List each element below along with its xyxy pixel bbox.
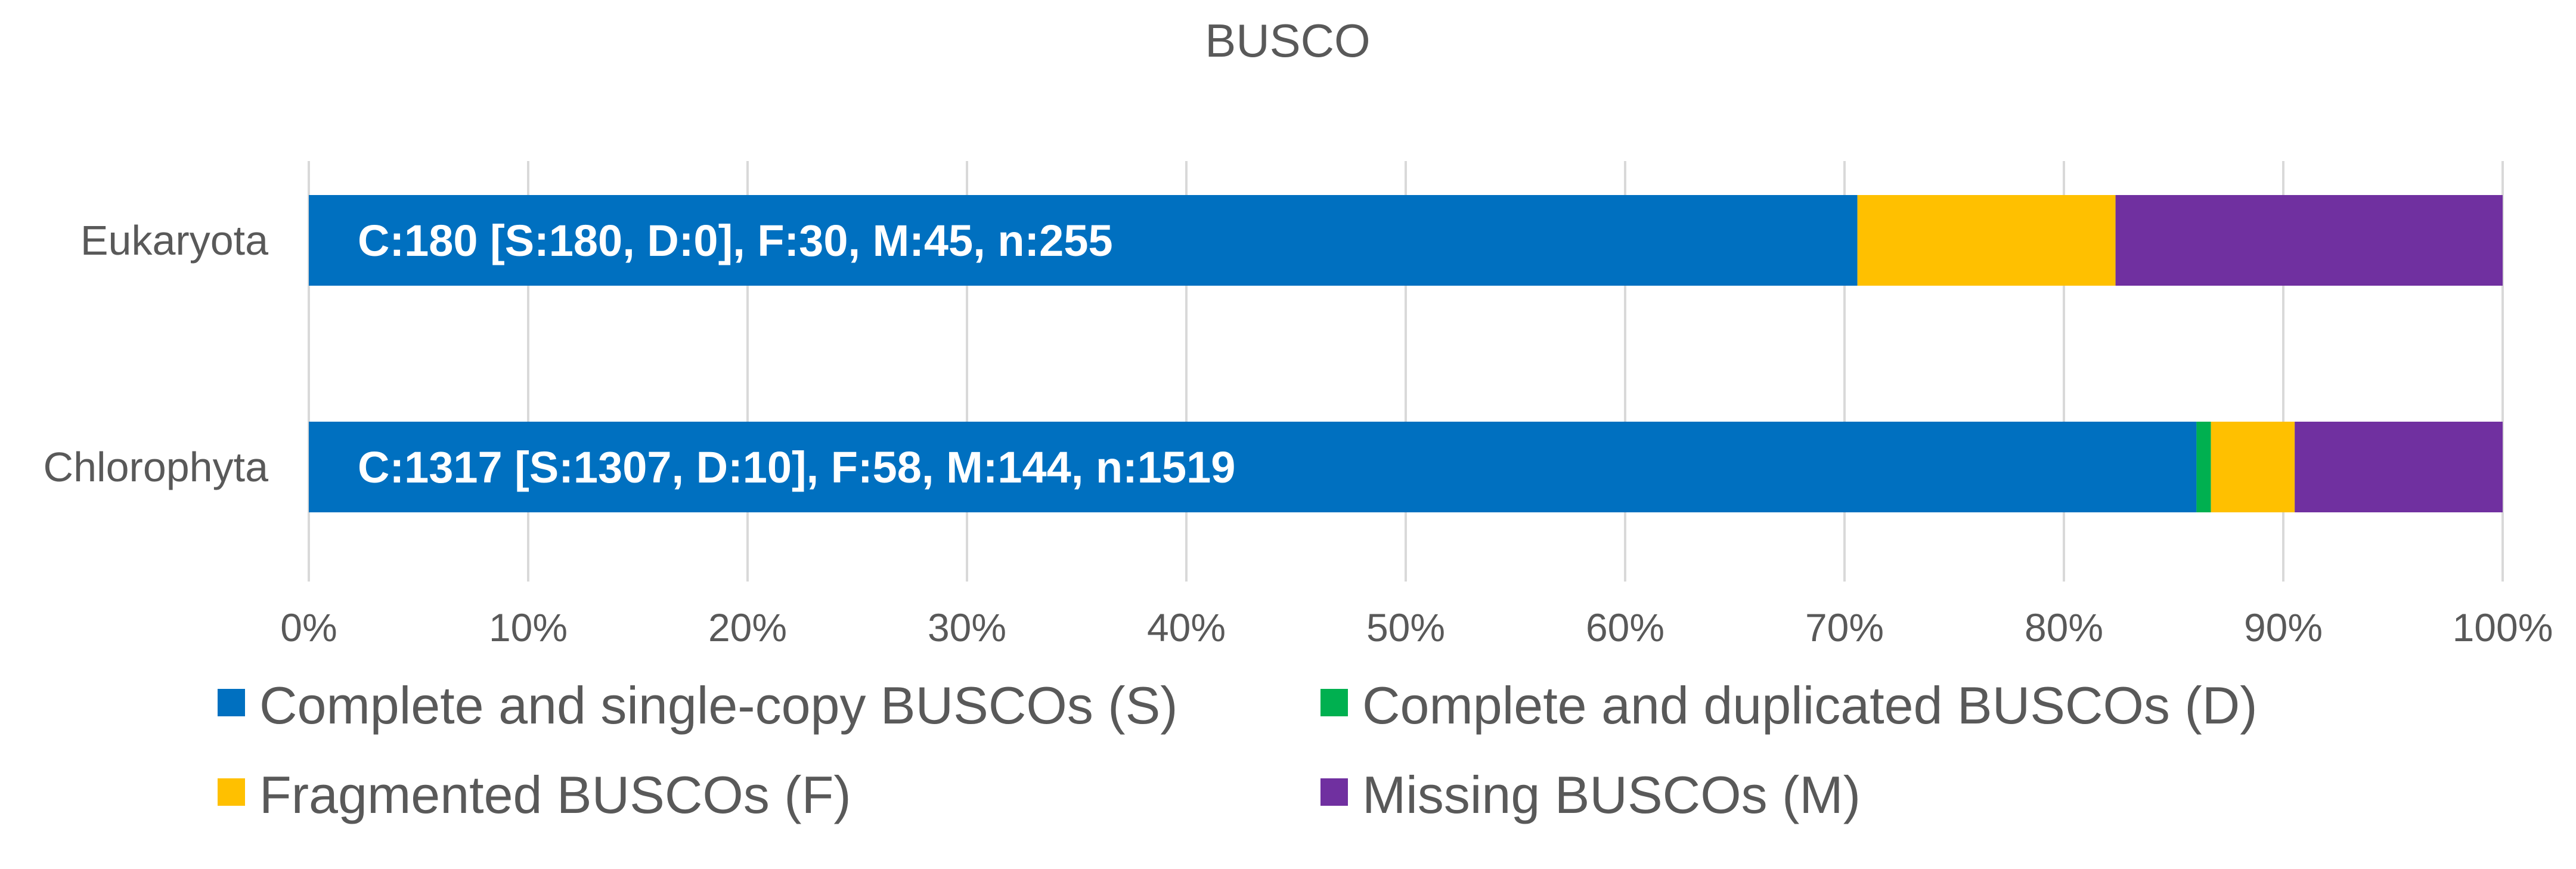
legend-label: Complete and duplicated BUSCOs (D) [1362,676,2258,735]
x-tick-label: 30% [928,605,1006,650]
bars: C:180 [S:180, D:0], F:30, M:45, n:255 C:1… [309,195,2503,512]
legend: Complete and single-copy BUSCOs (S) Compl… [218,676,2258,824]
bar-segment [309,195,1858,286]
category-label: Chlorophyta [44,444,269,490]
legend-swatch [1320,778,1348,806]
legend-label: Missing BUSCOs (M) [1362,765,1861,824]
bar-segment [1857,195,2116,286]
x-tick-label: 60% [1586,605,1664,650]
x-axis-tick-labels: 0% 10% 20% 30% 40% 50% 60% 70% 80% 90% 100% [280,605,2553,650]
x-tick-label: 80% [2025,605,2103,650]
x-tick-label: 90% [2244,605,2323,650]
legend-label: Fragmented BUSCOs (F) [259,765,851,824]
legend-label: Complete and single-copy BUSCOs (S) [259,676,1178,735]
legend-swatch [1320,689,1348,716]
legend-swatch [218,778,245,806]
bar-segment [2196,422,2211,512]
x-tick-label: 70% [1805,605,1884,650]
chart-title: BUSCO [1205,14,1370,67]
bar-segment [2115,195,2503,286]
bar-data-label: C:1317 [S:1307, D:10], F:58, M:144, n:15… [358,443,1235,492]
bar-data-label: C:180 [S:180, D:0], F:30, M:45, n:255 [358,216,1113,265]
x-tick-label: 100% [2453,605,2553,650]
category-label: Eukaryota [80,217,268,264]
x-tick-label: 40% [1147,605,1226,650]
bar-segment [2211,422,2295,512]
legend-swatch [218,689,245,716]
x-tick-label: 10% [489,605,568,650]
x-tick-label: 20% [708,605,787,650]
x-tick-label: 0% [280,605,337,650]
x-tick-label: 50% [1366,605,1445,650]
bar-segment [2295,422,2503,512]
bar-segment [309,422,2197,512]
category-labels: Eukaryota Chlorophyta [44,217,269,490]
